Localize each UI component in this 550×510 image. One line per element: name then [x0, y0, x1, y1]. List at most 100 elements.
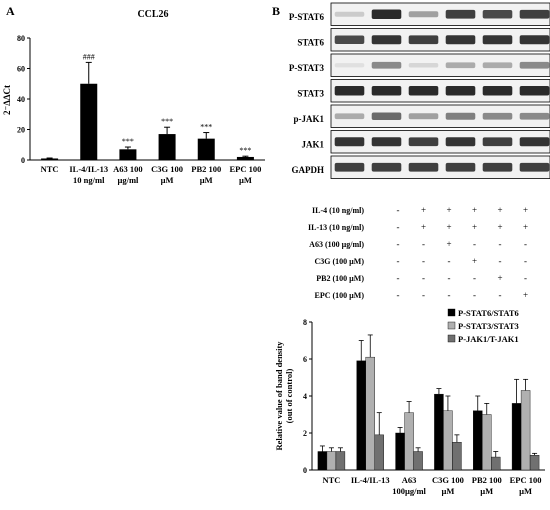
blot-band — [408, 62, 439, 68]
blot-band — [371, 35, 402, 45]
chart-b-bar — [520, 390, 531, 471]
blot-band — [445, 62, 476, 69]
chart-b-bar — [511, 403, 522, 471]
blot-band — [519, 112, 550, 120]
chart-b-bar — [413, 451, 423, 471]
chart-b-category-label: EPC 100 — [510, 475, 542, 485]
chart-a-category-label: 10 ng/ml — [73, 175, 105, 185]
blot-band — [519, 86, 550, 96]
chart-b-y-tick-label: 2 — [303, 429, 307, 438]
western-blot: P-STAT6 STAT6 P-STAT3 STAT3 p-JAK1 JAK1 GAPDH — [289, 2, 550, 179]
blot-band — [445, 137, 476, 147]
chart-b-bar — [404, 412, 414, 471]
chart-b: Relative value of band density (out of co… — [274, 308, 545, 496]
chart-a-category-label: IL-4/IL-13 — [69, 164, 108, 174]
chart-b-bar — [395, 432, 405, 471]
treatment-sign: - — [422, 256, 425, 266]
treatment-sign: - — [499, 239, 502, 249]
blot-strip — [330, 155, 550, 179]
blot-strip — [330, 28, 550, 52]
chart-b-legend: P-STAT6/STAT6 P-STAT3/STAT3 P-JAK1/T-JAK1 — [447, 308, 519, 344]
treatment-sign: - — [448, 290, 451, 300]
treatment-sign: + — [523, 290, 528, 300]
treatment-sign: - — [397, 205, 400, 215]
blot-strip — [330, 104, 550, 128]
chart-b-bar — [452, 442, 462, 471]
chart-b-category-label: 100µg/ml — [392, 486, 426, 496]
treatment-sign: + — [472, 222, 477, 232]
treatment-label: IL-4 (10 ng/ml) — [312, 206, 364, 215]
chart-b-bar — [491, 456, 501, 471]
chart-b-bar — [529, 455, 540, 471]
treatment-sign: - — [448, 256, 451, 266]
treatment-sign: + — [497, 222, 502, 232]
blot-band — [408, 35, 439, 45]
chart-b-category-label: PB2 100 — [472, 475, 502, 485]
blot-band — [408, 113, 439, 120]
blot-row-label: STAT3 — [297, 88, 324, 98]
chart-b-bar — [374, 434, 384, 471]
treatment-sign: - — [473, 290, 476, 300]
blot-band — [445, 112, 476, 120]
chart-a-significance: *** — [122, 137, 134, 146]
blot-strip — [330, 53, 550, 77]
chart-b-bar — [335, 451, 346, 471]
blot-band — [334, 162, 365, 172]
treatment-sign: - — [524, 273, 527, 283]
chart-b-category-label: C3G 100 — [432, 475, 464, 485]
blot-band — [371, 162, 402, 172]
chart-a-category-label: NTC — [41, 164, 59, 174]
blot-band — [445, 9, 476, 19]
chart-b-legend-label: P-JAK1/T-JAK1 — [458, 334, 519, 344]
treatment-label: A63 (100 µg/ml) — [309, 240, 364, 249]
treatment-sign: - — [397, 256, 400, 266]
treatment-sign: - — [422, 273, 425, 283]
chart-a-category-label: µM — [239, 175, 252, 185]
treatment-label: IL-13 (10 ng/ml) — [308, 223, 364, 232]
chart-b-bar — [443, 410, 453, 471]
blot-band — [482, 35, 513, 45]
chart-a-significance: *** — [161, 117, 173, 126]
treatment-sign: + — [472, 205, 477, 215]
treatment-sign: + — [497, 205, 502, 215]
chart-a-bar — [41, 158, 59, 160]
treatment-sign: - — [499, 290, 502, 300]
blot-band — [519, 162, 550, 172]
panel-b-label: B — [272, 4, 280, 18]
chart-b-category-label: A63 — [402, 475, 417, 485]
treatment-sign: + — [446, 222, 451, 232]
chart-a-y-tick-label: 80 — [17, 34, 25, 43]
chart-a-category-label: EPC 100 — [229, 164, 261, 174]
blot-band — [519, 9, 550, 19]
treatment-label: EPC (100 µM) — [315, 291, 365, 300]
blot-band — [408, 137, 439, 147]
chart-a-significance: *** — [239, 146, 251, 155]
blot-band — [408, 86, 439, 96]
chart-b-y-tick-label: 0 — [303, 466, 307, 475]
blot-band — [334, 137, 365, 147]
blot-band — [334, 86, 365, 96]
treatment-sign: - — [499, 256, 502, 266]
blot-band — [482, 137, 513, 147]
blot-row-label: P-STAT3 — [289, 63, 325, 73]
chart-b-legend-swatch — [447, 334, 456, 343]
treatment-sign: - — [397, 222, 400, 232]
blot-band — [371, 112, 402, 121]
blot-strip — [330, 130, 550, 154]
blot-row-label: GAPDH — [292, 165, 325, 175]
blot-strip — [330, 2, 550, 26]
chart-b-legend-label: P-STAT6/STAT6 — [458, 308, 519, 318]
treatment-sign: - — [473, 273, 476, 283]
blot-band — [371, 137, 402, 147]
treatment-sign: + — [446, 239, 451, 249]
blot-band — [371, 86, 402, 96]
chart-b-ylabel: Relative value of band density — [274, 341, 284, 451]
treatment-sign: + — [472, 256, 477, 266]
panel-a-label: A — [6, 4, 15, 18]
treatment-sign: - — [524, 256, 527, 266]
chart-b-category-label: µM — [480, 486, 493, 496]
treatment-sign: + — [421, 222, 426, 232]
treatment-sign: - — [422, 239, 425, 249]
blot-band — [445, 86, 476, 96]
blot-band — [371, 9, 402, 19]
